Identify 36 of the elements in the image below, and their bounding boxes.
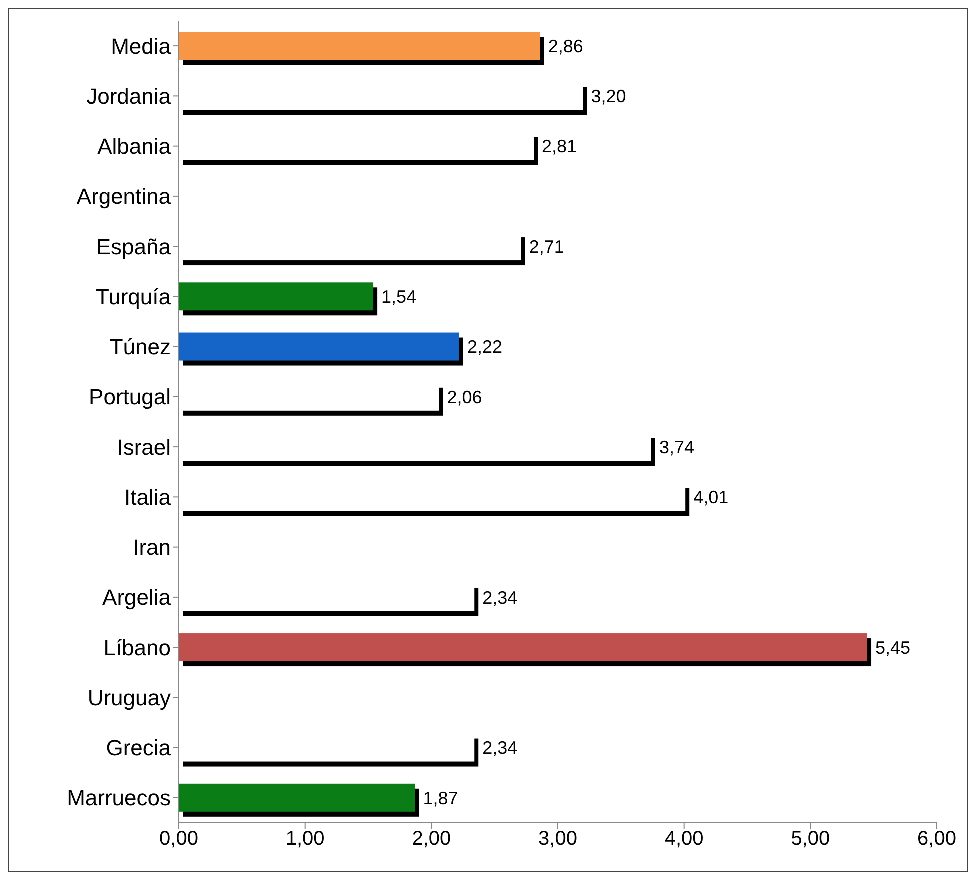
x-tick-label: 4,00 — [664, 828, 704, 850]
y-tick-label: Albania — [98, 134, 172, 160]
y-tick-label: Jordania — [86, 84, 172, 109]
y-tick-label: Uruguay — [88, 685, 171, 710]
data-label: 3,20 — [591, 86, 626, 107]
y-tick-label: Grecia — [106, 736, 172, 761]
y-tick-label: Italia — [124, 484, 172, 510]
y-tick-label: Portugal — [89, 384, 171, 410]
data-label: 2,06 — [447, 387, 482, 408]
data-label: 1,87 — [423, 788, 458, 808]
data-label: 2,71 — [529, 236, 564, 257]
data-label: 2,81 — [542, 136, 578, 157]
y-tick-label: Túnez — [110, 334, 171, 360]
data-label: 4,01 — [694, 488, 729, 508]
y-tick-label: Líbano — [104, 635, 171, 660]
data-label: 2,34 — [482, 738, 518, 758]
y-tick-label: España — [96, 234, 172, 260]
data-label: 5,45 — [876, 638, 911, 658]
y-tick-label: Marruecos — [67, 786, 171, 811]
y-tick-label: Iran — [133, 535, 171, 560]
x-tick-label: 6,00 — [918, 828, 956, 850]
y-tick-label: Turquía — [96, 284, 172, 310]
data-label: 2,86 — [548, 36, 584, 56]
y-tick-label: Media — [111, 34, 172, 59]
data-label: 1,54 — [382, 287, 417, 308]
x-tick-label: 5,00 — [791, 828, 830, 850]
x-tick-label: 3,00 — [538, 828, 578, 850]
x-tick-label: 1,00 — [286, 828, 325, 850]
data-label: 3,74 — [659, 437, 695, 458]
x-tick-label: 2,00 — [412, 828, 452, 850]
data-label: 2,34 — [482, 588, 518, 608]
x-tick-label: 0,00 — [160, 828, 198, 850]
y-tick-label: Israel — [117, 434, 171, 460]
y-tick-label: Argentina — [76, 184, 172, 210]
y-tick-label: Argelia — [102, 585, 172, 610]
data-label: 2,22 — [467, 337, 503, 358]
